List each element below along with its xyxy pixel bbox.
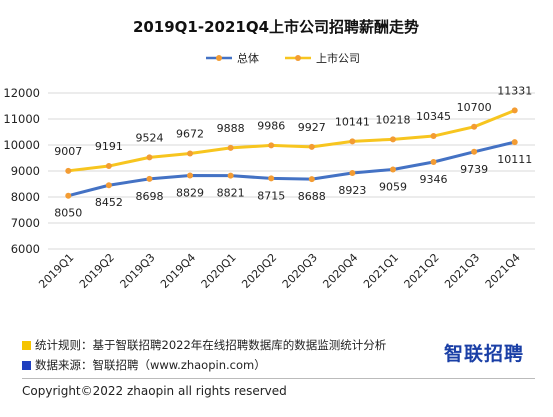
- legend-label-1: 总体: [237, 51, 259, 65]
- data-point: [105, 182, 112, 189]
- data-label: 10700: [457, 101, 492, 114]
- x-tick-label: 2020Q3: [280, 251, 320, 291]
- y-tick-label: 11000: [3, 112, 40, 126]
- y-tick-label: 9000: [11, 164, 40, 178]
- data-label: 9739: [460, 163, 488, 176]
- data-label: 9888: [217, 122, 245, 135]
- data-label: 8698: [135, 190, 163, 203]
- data-point: [105, 163, 112, 170]
- y-tick-label: 10000: [3, 138, 40, 152]
- data-label: 9191: [95, 140, 123, 153]
- data-label: 9059: [379, 180, 407, 193]
- data-point: [227, 172, 234, 179]
- data-point: [187, 150, 194, 157]
- stat-rule-note: 统计规则：基于智联招聘2022年在线招聘数据库的数据监测统计分析: [22, 337, 386, 353]
- data-label: 11331: [497, 84, 532, 97]
- series-line-1: [67, 140, 516, 198]
- y-tick-label: 8000: [11, 190, 40, 204]
- footer-divider: [22, 378, 535, 379]
- data-label: 9346: [420, 173, 448, 186]
- x-tick-label: 2021Q4: [483, 251, 523, 291]
- data-label: 9672: [176, 128, 204, 141]
- chart-title: 2019Q1-2021Q4上市公司招聘薪酬走势: [133, 18, 419, 36]
- x-tick-label: 2019Q2: [77, 251, 117, 291]
- data-label: 8050: [54, 207, 82, 220]
- y-tick-label: 12000: [3, 86, 40, 100]
- y-tick-label: 6000: [11, 242, 40, 256]
- x-tick-label: 2020Q4: [320, 251, 360, 291]
- legend-marker-1: [216, 55, 222, 61]
- data-label: 10141: [335, 115, 370, 128]
- data-label: 10218: [375, 113, 410, 126]
- data-label: 8688: [298, 190, 326, 203]
- x-tick-label: 2020Q2: [239, 251, 279, 291]
- data-point: [308, 143, 315, 150]
- data-source-text: 数据来源：智联招聘（www.zhaopin.com）: [35, 358, 266, 372]
- data-label: 8452: [95, 196, 123, 209]
- data-source-note: 数据来源：智联招聘（www.zhaopin.com）: [22, 357, 266, 373]
- data-point: [146, 154, 153, 161]
- data-point: [146, 175, 153, 182]
- data-point: [268, 175, 275, 182]
- data-label: 9524: [135, 131, 163, 144]
- x-tick-label: 2019Q1: [36, 251, 76, 291]
- data-point: [430, 133, 437, 140]
- data-point: [471, 148, 478, 155]
- data-label: 8715: [257, 189, 285, 202]
- data-label: 8821: [217, 187, 245, 200]
- legend-marker-2: [295, 55, 301, 61]
- data-label: 10111: [497, 153, 532, 166]
- data-point: [308, 176, 315, 183]
- data-label: 10345: [416, 110, 451, 123]
- data-label: 9927: [298, 121, 326, 134]
- x-tick-label: 2021Q3: [442, 251, 482, 291]
- data-point: [511, 139, 518, 146]
- data-point: [511, 107, 518, 114]
- data-point: [268, 142, 275, 149]
- data-point: [65, 167, 72, 174]
- data-point: [65, 192, 72, 199]
- x-tick-label: 2021Q2: [402, 251, 442, 291]
- data-point: [389, 166, 396, 173]
- data-point: [187, 172, 194, 179]
- data-point: [471, 123, 478, 130]
- data-point: [430, 159, 437, 166]
- x-tick-label: 2020Q1: [199, 251, 239, 291]
- x-tick-label: 2019Q4: [158, 251, 198, 291]
- source-swatch: [22, 360, 31, 370]
- data-point: [389, 136, 396, 143]
- zhaopin-logo: 智联招聘: [444, 343, 525, 365]
- data-point: [227, 144, 234, 151]
- stat-rule-text: 统计规则：基于智联招聘2022年在线招聘数据库的数据监测统计分析: [35, 338, 387, 352]
- data-point: [349, 138, 356, 145]
- data-label: 8829: [176, 186, 204, 199]
- x-tick-label: 2021Q1: [361, 251, 401, 291]
- rule-swatch: [22, 340, 31, 350]
- x-tick-label: 2019Q3: [118, 251, 158, 291]
- data-point: [349, 170, 356, 177]
- series-line-2: [68, 109, 516, 173]
- data-label: 8923: [338, 184, 366, 197]
- legend-label-2: 上市公司: [316, 51, 360, 65]
- data-label: 9007: [54, 145, 82, 158]
- copyright-text: Copyright©2022 zhaopin all rights reserv…: [22, 384, 287, 398]
- y-tick-label: 7000: [11, 216, 40, 230]
- data-label: 9986: [257, 119, 285, 132]
